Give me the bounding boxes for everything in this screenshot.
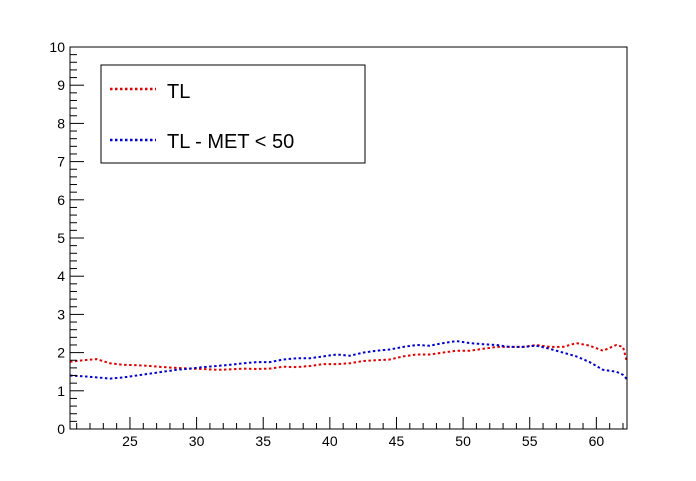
x-tick-label: 25	[122, 433, 138, 449]
series-layer	[69, 340, 628, 380]
y-tick-label: 0	[57, 421, 65, 437]
y-tick-label: 5	[57, 230, 65, 246]
y-tick-label: 1	[57, 383, 65, 399]
x-tick-label: 60	[589, 433, 605, 449]
y-tick-label: 9	[57, 77, 65, 93]
x-tick-label: 30	[189, 433, 205, 449]
legend-label-tl: TL	[167, 81, 190, 103]
x-tick-label: 55	[522, 433, 538, 449]
legend: TL TL - MET < 50	[100, 64, 366, 164]
y-tick-label: 2	[57, 345, 65, 361]
x-tick-label: 35	[255, 433, 271, 449]
y-tick-label: 7	[57, 154, 65, 170]
series-line-0	[69, 342, 628, 371]
y-tick-label: 3	[57, 306, 65, 322]
y-tick-label: 10	[49, 39, 65, 55]
y-tick-label: 4	[57, 268, 65, 284]
legend-box	[100, 64, 366, 164]
x-tick-label: 40	[322, 433, 338, 449]
series-line-1	[69, 340, 628, 380]
y-tick-label: 6	[57, 192, 65, 208]
x-tick-label: 50	[455, 433, 471, 449]
legend-label-tl-met: TL - MET < 50	[167, 131, 294, 153]
y-tick-label: 8	[57, 115, 65, 131]
x-tick-label: 45	[389, 433, 405, 449]
